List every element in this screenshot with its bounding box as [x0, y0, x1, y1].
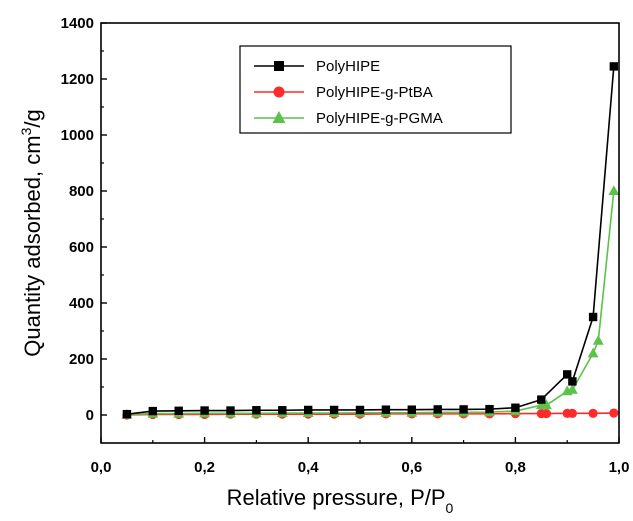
- data-point-square: [563, 370, 572, 379]
- legend-label-pgma: PolyHIPE-g-PGMA: [316, 110, 443, 127]
- y-tick-label: 0: [86, 407, 94, 424]
- x-tick-label: 0,6: [401, 459, 422, 476]
- x-tick-label: 0,8: [505, 459, 526, 476]
- data-point-triangle: [541, 399, 552, 410]
- y-tick-label: 1000: [61, 127, 94, 144]
- data-point-square: [329, 405, 339, 415]
- series-line: [126, 412, 614, 416]
- x-tick-label: 1,0: [609, 459, 630, 476]
- series-line: [126, 190, 615, 416]
- data-point-square: [252, 406, 261, 415]
- data-point-square: [381, 405, 391, 414]
- legend-label-polyhipe: PolyHIPE: [316, 58, 380, 75]
- y-tick-label: 600: [69, 239, 94, 256]
- data-point-square: [511, 403, 520, 412]
- legend-entry-polyhipe: PolyHIPE: [254, 58, 380, 75]
- data-point-square: [304, 405, 313, 415]
- data-point-square: [278, 406, 287, 415]
- y-axis-title: Quantity adsorbed, cm3/g: [18, 109, 45, 357]
- data-point-square: [459, 405, 468, 414]
- x-axis-title-main: Relative pressure, P/P: [227, 485, 446, 510]
- y-axis-title-superscript: 3: [18, 127, 34, 135]
- legend: PolyHIPE PolyHIPE-g-PtBA PolyHIPE-g-PGMA: [239, 45, 512, 134]
- data-point-square: [433, 405, 442, 414]
- y-axis-title-suffix: /g: [20, 109, 45, 127]
- data-point-square: [407, 405, 416, 414]
- legend-marker-polyhipe: [274, 61, 284, 71]
- series-square-group: [122, 62, 619, 419]
- data-point-square: [122, 409, 132, 419]
- y-tick-label: 800: [69, 183, 94, 200]
- x-tick-label: 0,0: [91, 459, 112, 476]
- y-tick-label: 1200: [61, 71, 94, 88]
- ticks-layer: 0,0 0,2 0,4 0,6 0,8 1,0 0 200 400 600 800 1000 1200 1…: [61, 15, 630, 476]
- series-layer: [121, 62, 620, 420]
- data-point-circle: [588, 408, 598, 418]
- data-point-circle: [609, 408, 619, 418]
- x-tick-label: 0,2: [194, 459, 215, 476]
- data-point-square: [537, 395, 546, 404]
- y-tick-label: 200: [69, 351, 94, 368]
- data-point-square: [355, 405, 365, 415]
- data-point-triangle: [566, 384, 578, 394]
- legend-entry-pgma: PolyHIPE-g-PGMA: [254, 110, 443, 127]
- x-axis-title-subscript: 0: [446, 500, 454, 516]
- data-point-triangle: [592, 335, 604, 345]
- data-point-circle: [541, 409, 552, 419]
- data-point-square: [609, 62, 619, 71]
- legend-marker-ptba: [273, 86, 285, 98]
- legend-entry-ptba: PolyHIPE-g-PtBA: [254, 84, 433, 101]
- legend-marker-pgma: [272, 111, 286, 123]
- y-tick-label: 400: [69, 295, 94, 312]
- series-triangle-group: [121, 185, 620, 419]
- x-tick-label: 0,4: [298, 459, 320, 476]
- y-axis-title-main: Quantity adsorbed, cm: [20, 135, 45, 356]
- data-point-square: [148, 406, 157, 416]
- data-point-square: [588, 312, 598, 322]
- data-point-square: [485, 404, 494, 414]
- data-point-square: [226, 406, 235, 415]
- data-point-circle: [567, 408, 577, 418]
- legend-label-ptba: PolyHIPE-g-PtBA: [316, 84, 433, 101]
- data-point-square: [200, 406, 209, 415]
- x-axis-title: Relative pressure, P/P0: [227, 485, 454, 516]
- y-tick-label: 1400: [61, 15, 94, 32]
- data-point-triangle: [587, 347, 599, 358]
- data-point-square: [174, 406, 183, 415]
- data-point-triangle: [608, 185, 620, 195]
- data-point-square: [568, 377, 577, 386]
